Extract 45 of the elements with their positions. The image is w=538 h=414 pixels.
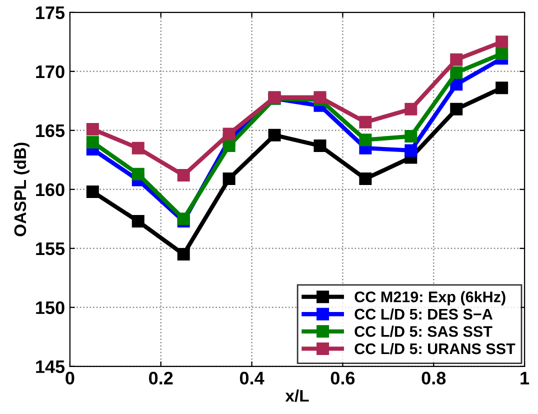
y-tick-label: 145 — [36, 360, 65, 374]
point — [177, 212, 190, 226]
y-tick-label: 150 — [36, 301, 64, 314]
point — [86, 122, 99, 136]
point — [496, 36, 508, 48]
point — [132, 168, 144, 180]
x-tick-label: 0.6 — [330, 372, 355, 385]
y-tick-label: 155 — [36, 242, 65, 256]
point — [177, 248, 190, 261]
point — [222, 128, 236, 140]
point — [222, 172, 236, 186]
x-tick-label: 1 — [520, 372, 530, 384]
y-tick-label: 160 — [36, 183, 64, 196]
y-tick-label: 165 — [36, 124, 65, 138]
point — [177, 168, 190, 182]
point — [450, 66, 463, 79]
point — [314, 140, 326, 152]
legend-label: CC M219: Exp (6kHz) — [354, 291, 506, 306]
x-tick-label: 0 — [66, 372, 74, 385]
point — [496, 47, 508, 60]
point — [496, 82, 508, 94]
point — [222, 140, 236, 152]
point — [132, 142, 144, 154]
x-tick-label: 0.2 — [149, 372, 173, 385]
point — [450, 102, 463, 116]
legend-label: CC L/D 5: URANS SST — [354, 342, 516, 354]
legend-label: CC L/D 5: SAS SST — [354, 326, 492, 338]
point — [86, 136, 99, 148]
y-tick-label: 175 — [36, 6, 65, 20]
point — [359, 116, 372, 128]
point — [359, 134, 372, 146]
point — [404, 144, 418, 157]
point — [132, 215, 144, 228]
point — [450, 53, 463, 66]
y-tick-label: 170 — [36, 65, 64, 78]
point — [404, 102, 418, 116]
point — [359, 172, 372, 186]
y-axis-title: OASPL (dB) — [14, 142, 30, 236]
x-axis-title: x/L — [285, 389, 309, 402]
point — [86, 186, 99, 198]
point — [404, 130, 418, 143]
point — [268, 128, 281, 142]
legend-label: CC L/D 5: DES S−A — [354, 308, 493, 320]
x-tick-label: 0.8 — [422, 372, 446, 385]
x-tick-label: 0.4 — [240, 372, 264, 385]
